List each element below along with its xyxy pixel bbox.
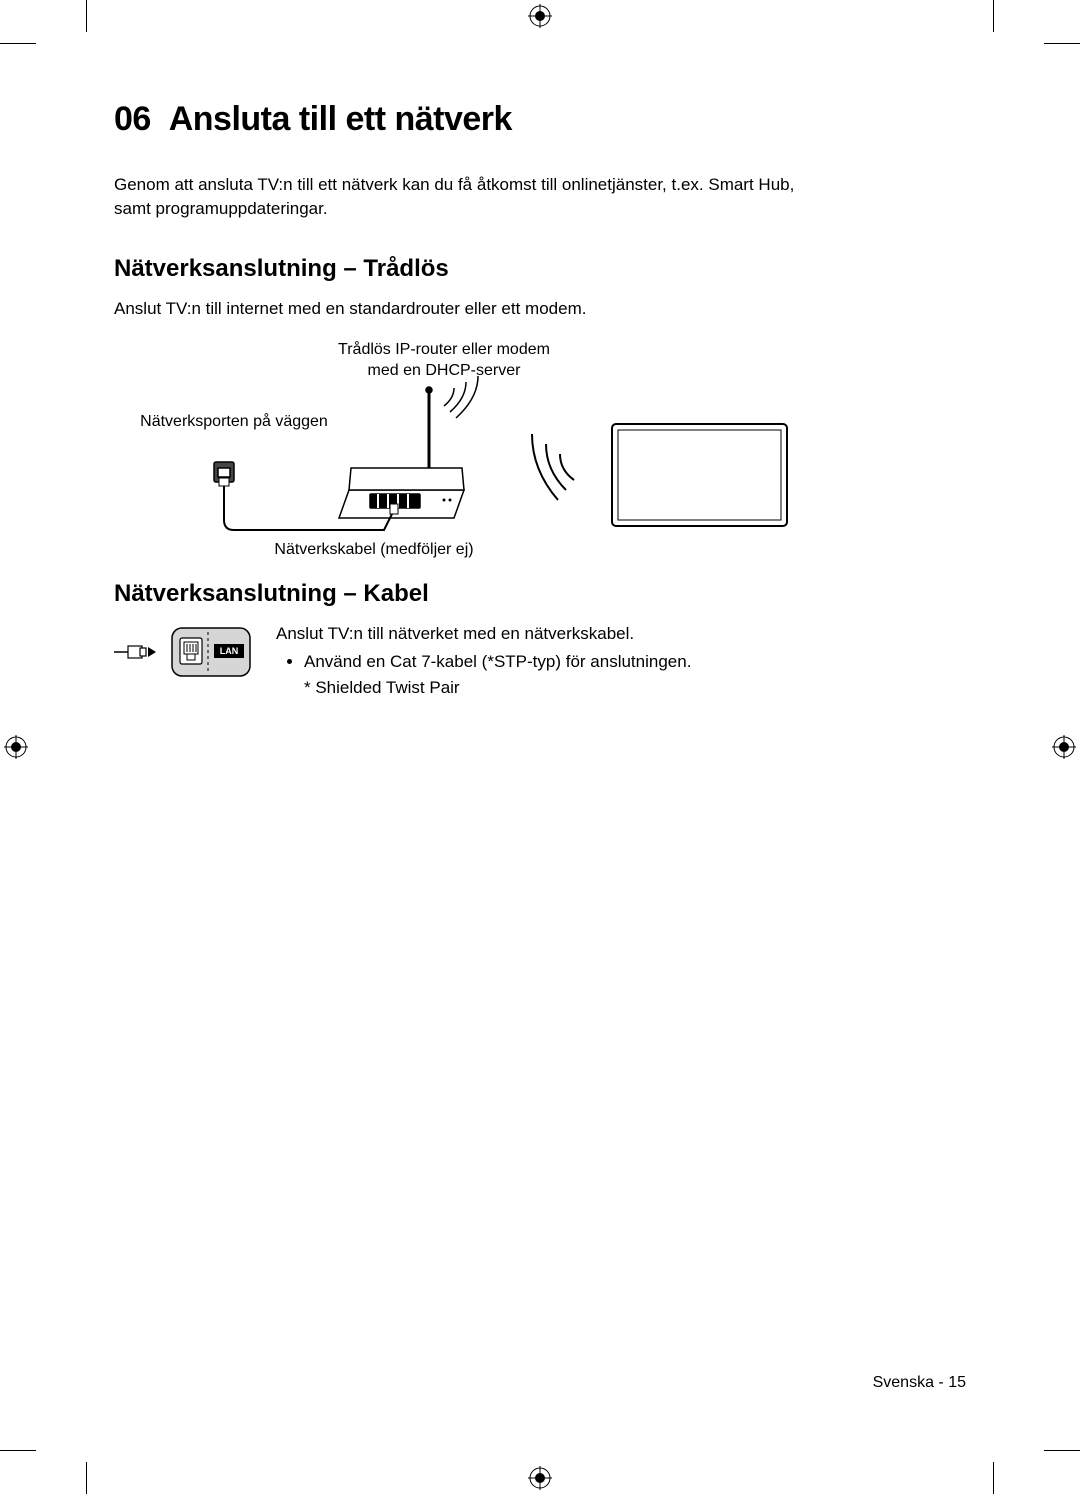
wired-note: * Shielded Twist Pair xyxy=(304,676,828,700)
wired-text-block: Anslut TV:n till nätverket med en nätver… xyxy=(276,622,828,699)
footer-page: 15 xyxy=(948,1374,966,1391)
wireless-diagram: Trådlös IP-router eller modem med en DHC… xyxy=(114,340,828,560)
crop-mark xyxy=(0,43,36,44)
wired-desc: Anslut TV:n till nätverket med en nätver… xyxy=(276,622,828,646)
wallport-label: Nätverksporten på väggen xyxy=(114,412,354,433)
crop-mark xyxy=(1044,1450,1080,1451)
wired-bullet: Använd en Cat 7-kabel (*STP-typ) för ans… xyxy=(304,650,828,674)
registration-mark-icon xyxy=(528,1466,552,1490)
wired-section: LAN Anslut TV:n till nätverket med en nä… xyxy=(114,622,828,699)
registration-mark-icon xyxy=(4,735,28,759)
wireless-heading: Nätverksanslutning – Trådlös xyxy=(114,255,828,283)
chapter-number: 06 xyxy=(114,100,151,138)
chapter-heading: 06 Ansluta till ett nätverk xyxy=(114,100,828,139)
footer-language: Svenska xyxy=(873,1374,934,1391)
crop-mark xyxy=(0,1450,36,1451)
crop-mark xyxy=(86,0,87,32)
crop-mark xyxy=(993,1462,994,1494)
crop-mark xyxy=(993,0,994,32)
lan-port-illustration: LAN xyxy=(114,622,254,687)
registration-mark-icon xyxy=(528,4,552,28)
registration-mark-icon xyxy=(1052,735,1076,759)
crop-mark xyxy=(1044,43,1080,44)
page-footer: Svenska - 15 xyxy=(873,1374,966,1392)
footer-sep: - xyxy=(934,1374,948,1391)
wired-heading: Nätverksanslutning – Kabel xyxy=(114,580,828,608)
page-content: 06 Ansluta till ett nätverk Genom att an… xyxy=(114,100,828,700)
cable-label: Nätverkskabel (medföljer ej) xyxy=(214,540,534,561)
router-label: Trådlös IP-router eller modem med en DHC… xyxy=(284,340,604,382)
intro-text: Genom att ansluta TV:n till ett nätverk … xyxy=(114,173,828,221)
wireless-desc: Anslut TV:n till internet med en standar… xyxy=(114,297,828,321)
crop-mark xyxy=(86,1462,87,1494)
lan-port-label: LAN xyxy=(220,646,239,656)
chapter-title: Ansluta till ett nätverk xyxy=(169,100,512,138)
